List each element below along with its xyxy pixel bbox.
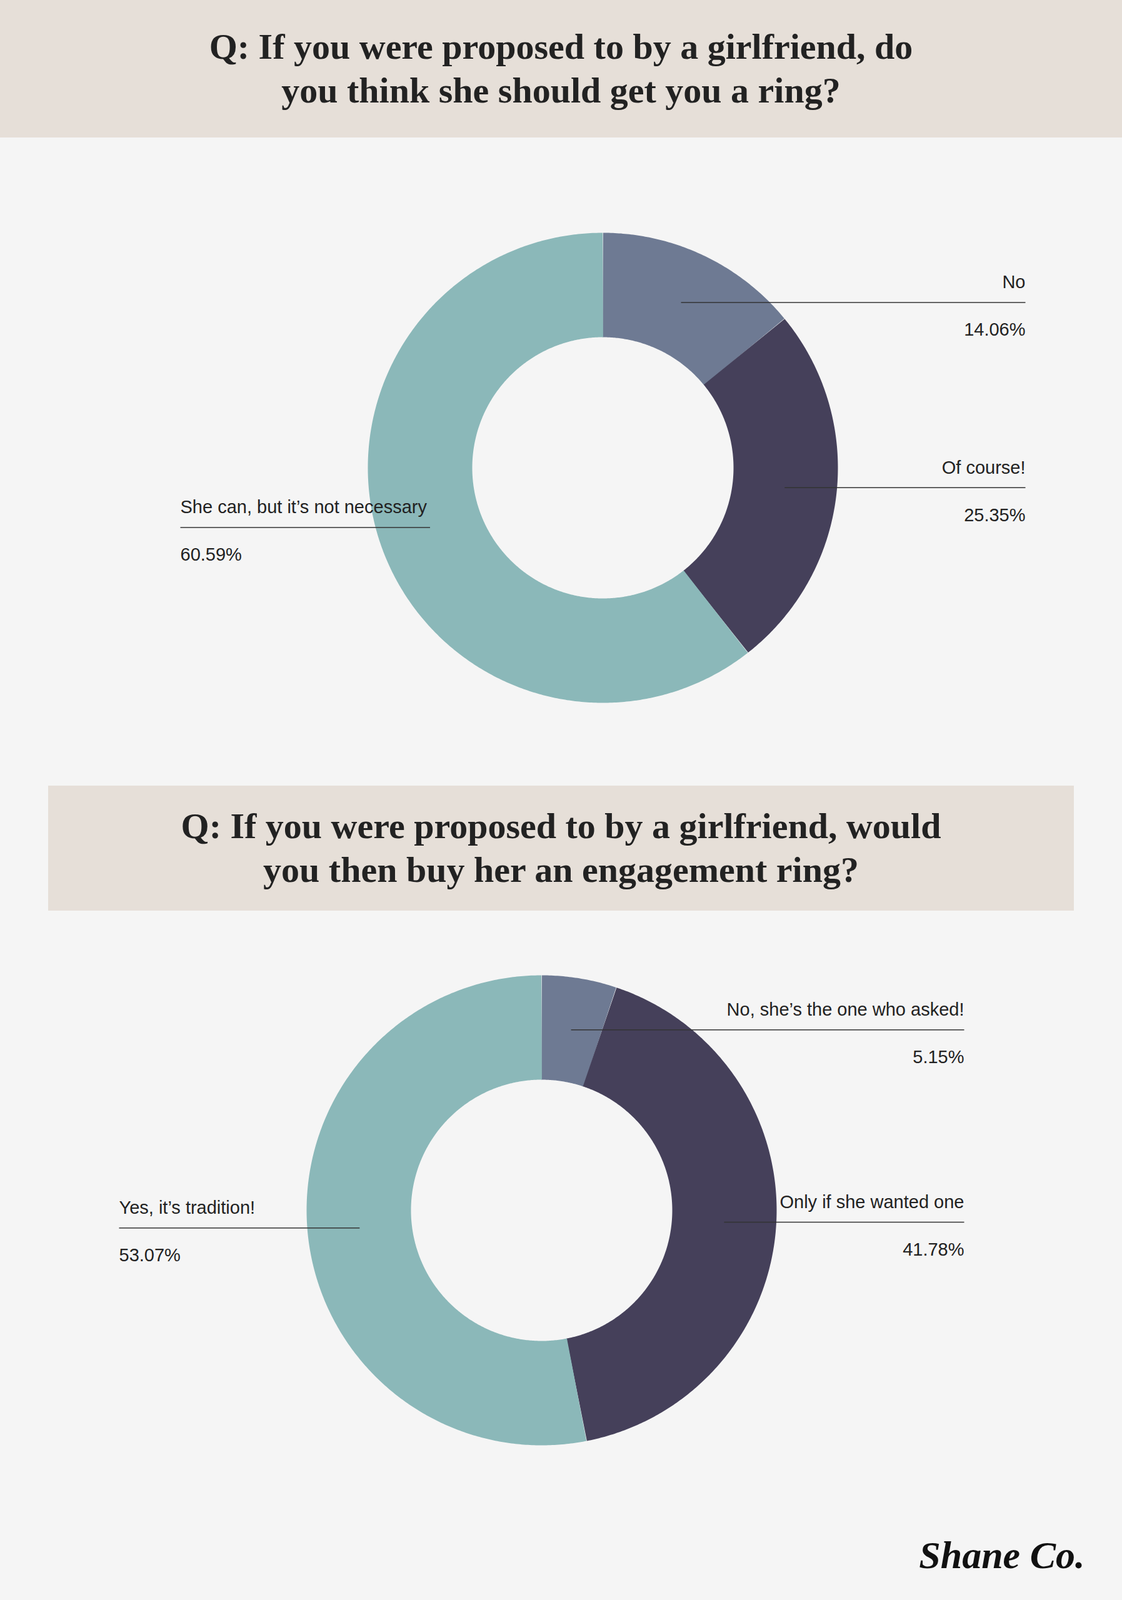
svg-text:Shane Co.: Shane Co.	[918, 1533, 1085, 1577]
svg-text:No, she’s the one who asked!: No, she’s the one who asked!	[726, 999, 965, 1020]
svg-text:She can, but it’s not necessar: She can, but it’s not necessary	[180, 496, 428, 517]
svg-text:Of course!: Of course!	[941, 457, 1026, 478]
svg-text:60.59%: 60.59%	[180, 544, 242, 565]
svg-text:14.06%: 14.06%	[963, 319, 1026, 340]
svg-text:41.78%: 41.78%	[902, 1239, 964, 1260]
svg-text:53.07%: 53.07%	[119, 1245, 181, 1266]
svg-text:5.15%: 5.15%	[912, 1046, 964, 1067]
svg-text:Only if she wanted one: Only if she wanted one	[779, 1192, 964, 1213]
html-text:Q: If you were proposed to by: Q: If you were proposed to by a girlfrie…	[209, 26, 913, 111]
svg-text:No: No	[1001, 271, 1026, 292]
svg-text:Yes, it’s tradition!: Yes, it’s tradition!	[119, 1197, 256, 1218]
svg-text:25.35%: 25.35%	[963, 505, 1026, 526]
html-text:Q: If you were proposed to by: Q: If you were proposed to by a girlfrie…	[180, 805, 942, 891]
